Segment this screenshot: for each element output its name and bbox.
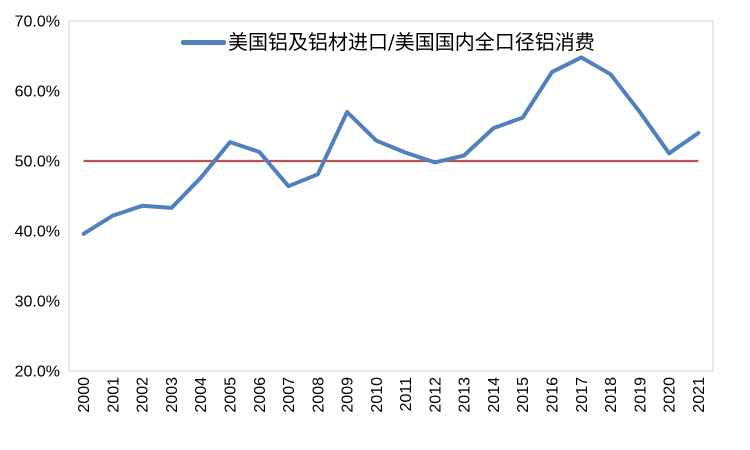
x-axis-tick-label: 2000 [76, 377, 93, 413]
x-axis-tick-label: 2014 [486, 377, 503, 413]
x-axis-tick-label: 2015 [515, 377, 532, 413]
x-axis-tick-label: 2002 [135, 377, 152, 413]
x-axis-tick-label: 2011 [398, 377, 415, 412]
x-axis-tick-label: 2009 [340, 377, 357, 413]
legend: 美国铝及铝材进口/美国国内全口径铝消费 [181, 31, 595, 53]
x-axis-tick-label: 2016 [545, 377, 562, 413]
x-axis-tick-label: 2004 [193, 377, 210, 413]
legend-marker-line [181, 39, 226, 45]
y-axis-tick-label: 70.0% [15, 14, 60, 31]
x-axis-tick-label: 2003 [164, 377, 181, 413]
y-axis-tick-label: 50.0% [15, 154, 60, 171]
y-axis-tick-label: 40.0% [15, 224, 60, 241]
x-axis-tick-label: 2013 [457, 377, 474, 413]
series-line [81, 55, 701, 236]
y-axis-tick-label: 20.0% [15, 364, 60, 381]
plot-border [68, 20, 714, 372]
x-axis-tick-label: 2020 [662, 377, 679, 413]
x-axis-tick-label: 2006 [252, 377, 269, 413]
x-axis-tick-label: 2012 [427, 377, 444, 413]
x-axis-tick-label: 2007 [281, 377, 298, 413]
x-axis-tick-label: 2005 [223, 377, 240, 413]
x-axis-tick-label: 2021 [691, 377, 708, 413]
y-axis-tick-label: 60.0% [15, 84, 60, 101]
y-axis-tick-label: 30.0% [15, 294, 60, 311]
x-axis-tick-label: 2010 [369, 377, 386, 413]
x-axis-tick-label: 2019 [632, 377, 649, 413]
legend-label: 美国铝及铝材进口/美国国内全口径铝消费 [228, 30, 595, 54]
x-axis-tick-label: 2017 [574, 377, 591, 413]
x-axis-tick-label: 2008 [310, 377, 327, 413]
x-axis-tick-label: 2018 [603, 377, 620, 413]
x-axis-tick-label: 2001 [105, 377, 122, 413]
